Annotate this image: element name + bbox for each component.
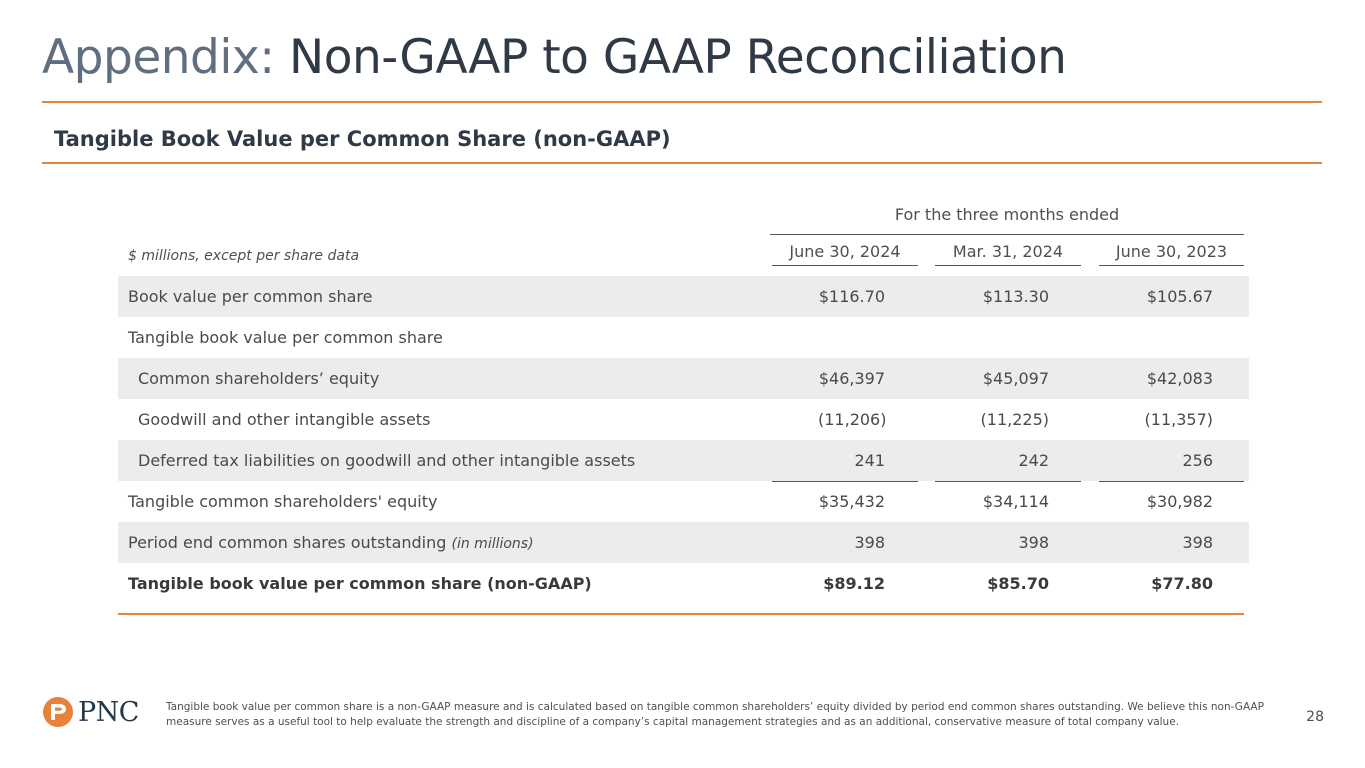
cell-value: $45,097	[982, 369, 1049, 388]
cell-value: $113.30	[982, 287, 1049, 306]
cell-value: $77.80	[1151, 574, 1213, 593]
pnc-mark-icon	[43, 697, 73, 727]
row-label: Tangible book value per common share (no…	[128, 574, 592, 593]
title-prefix: Appendix:	[42, 30, 275, 85]
row-label-text: Period end common shares outstanding	[128, 533, 447, 552]
reconciliation-table: Book value per common share $116.70 $113…	[118, 276, 1249, 604]
row-label: Tangible common shareholders' equity	[128, 492, 438, 511]
row-label-note: (in millions)	[451, 536, 534, 552]
subtotal-rule	[1099, 481, 1244, 482]
pnc-logo-text: PNC	[78, 696, 139, 728]
cell-value: 398	[1182, 533, 1213, 552]
row-label: Tangible book value per common share	[128, 328, 443, 347]
pnc-logo: PNC	[42, 696, 139, 728]
subtotal-rule	[772, 481, 918, 482]
cell-value: $35,432	[818, 492, 885, 511]
table-row: Deferred tax liabilities on goodwill and…	[118, 440, 1249, 481]
title-main: Non-GAAP to GAAP Reconciliation	[289, 30, 1067, 85]
cell-value: $30,982	[1146, 492, 1213, 511]
cell-value: $89.12	[823, 574, 885, 593]
cell-value: 256	[1182, 451, 1213, 470]
page-number: 28	[1306, 709, 1324, 725]
row-label: Book value per common share	[128, 287, 373, 306]
column-header: June 30, 2024	[789, 242, 901, 261]
page-title: Appendix: Non-GAAP to GAAP Reconciliatio…	[42, 30, 1067, 85]
cell-value: $116.70	[818, 287, 885, 306]
table-row: Tangible common shareholders' equity $35…	[118, 481, 1249, 522]
cell-value: (11,225)	[980, 410, 1049, 429]
period-header: For the three months ended	[894, 205, 1120, 224]
cell-value: 241	[854, 451, 885, 470]
section-subtitle: Tangible Book Value per Common Share (no…	[54, 127, 671, 151]
cell-value: 242	[1018, 451, 1049, 470]
subtotal-rule	[935, 481, 1081, 482]
cell-value: (11,357)	[1144, 410, 1213, 429]
cell-value: 398	[1018, 533, 1049, 552]
table-row: Goodwill and other intangible assets (11…	[118, 399, 1249, 440]
column-header: Mar. 31, 2024	[952, 242, 1064, 261]
subtitle-divider	[42, 162, 1322, 164]
cell-value: $46,397	[818, 369, 885, 388]
title-divider	[42, 101, 1322, 103]
column-header-rule	[772, 265, 918, 266]
table-row: Period end common shares outstanding (in…	[118, 522, 1249, 563]
row-label: Common shareholders’ equity	[138, 369, 380, 388]
column-header-rule	[1099, 265, 1244, 266]
table-row: Tangible book value per common share	[118, 317, 1249, 358]
period-header-rule	[770, 234, 1244, 235]
cell-value: 398	[854, 533, 885, 552]
table-row-total: Tangible book value per common share (no…	[118, 563, 1249, 604]
row-label: Period end common shares outstanding (in…	[128, 533, 534, 552]
units-label: $ millions, except per share data	[128, 248, 360, 264]
footnote: Tangible book value per common share is …	[166, 701, 1264, 728]
column-header-rule	[935, 265, 1081, 266]
table-bottom-rule	[118, 613, 1244, 615]
cell-value: $34,114	[982, 492, 1049, 511]
cell-value: $42,083	[1146, 369, 1213, 388]
row-label: Goodwill and other intangible assets	[138, 410, 431, 429]
column-header: June 30, 2023	[1115, 242, 1228, 261]
cell-value: $105.67	[1146, 287, 1213, 306]
cell-value: (11,206)	[818, 410, 887, 429]
row-label: Deferred tax liabilities on goodwill and…	[138, 451, 636, 470]
cell-value: $85.70	[987, 574, 1049, 593]
table-row: Book value per common share $116.70 $113…	[118, 276, 1249, 317]
table-row: Common shareholders’ equity $46,397 $45,…	[118, 358, 1249, 399]
